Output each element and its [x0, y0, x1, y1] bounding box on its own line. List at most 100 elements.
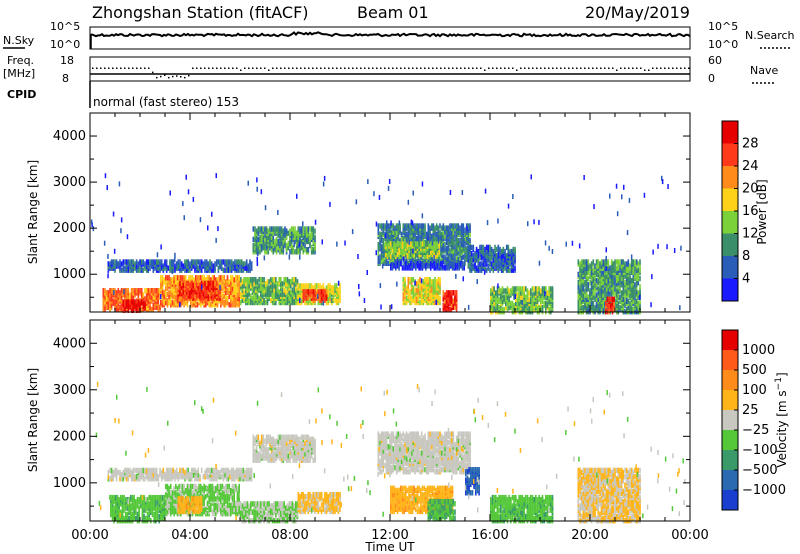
range-cell [405, 299, 408, 306]
range-cell [319, 283, 321, 289]
range-cell [513, 302, 515, 309]
range-cell [277, 226, 280, 232]
range-cell [221, 279, 224, 285]
range-cell [625, 296, 628, 302]
range-cell [442, 290, 445, 296]
range-cell [161, 275, 164, 281]
range-cell [469, 265, 471, 271]
range-cell [152, 288, 155, 294]
range-cell [605, 269, 608, 275]
range-cell [533, 300, 535, 307]
range-cell [550, 292, 552, 298]
range-cell [459, 252, 461, 258]
range-cell [274, 238, 276, 245]
range-cell [605, 259, 608, 265]
range-cell [548, 298, 550, 304]
range-cell [171, 277, 174, 283]
range-cell [379, 231, 381, 237]
range-cell [595, 267, 598, 273]
range-cell [442, 229, 445, 235]
range-cell [335, 289, 338, 295]
range-cell [265, 299, 267, 306]
freq-label: Freq. [7, 54, 34, 67]
sparse-cell [548, 245, 550, 251]
range-cell [541, 286, 544, 292]
range-cell [157, 288, 160, 294]
nave-point [396, 67, 398, 69]
range-cell [595, 271, 598, 278]
range-cell [248, 297, 250, 304]
range-cell [237, 267, 240, 273]
range-cell [445, 265, 447, 271]
range-cell [273, 283, 275, 289]
range-cell [230, 293, 232, 300]
sparse-cell [666, 244, 668, 250]
range-cell [520, 286, 522, 292]
range-cell [444, 292, 446, 298]
range-cell [508, 288, 510, 294]
range-cell [592, 290, 595, 296]
range-cell [579, 288, 581, 294]
range-cell [412, 285, 415, 291]
range-cell [217, 295, 220, 301]
range-cell [496, 286, 499, 292]
range-cell [579, 280, 581, 286]
range-cell [505, 253, 508, 259]
range-cell [213, 275, 215, 281]
range-cell [452, 298, 455, 304]
range-cell [595, 263, 598, 269]
range-cell [212, 280, 215, 287]
range-cell [634, 273, 636, 280]
range-cell [210, 277, 212, 283]
nave-point [472, 67, 474, 69]
range-cell [260, 289, 262, 295]
range-cell [224, 267, 226, 273]
range-cell [286, 291, 289, 297]
nave-point [656, 67, 658, 69]
nave-point [688, 67, 690, 69]
range-cell [464, 227, 466, 233]
range-cell [634, 288, 636, 294]
range-cell [171, 300, 174, 306]
sparse-cell [288, 254, 291, 260]
range-cell [222, 259, 225, 265]
range-cell [157, 302, 160, 308]
sparse-cell [322, 181, 325, 187]
range-cell [452, 223, 455, 229]
range-cell [294, 249, 296, 255]
range-cell [590, 265, 593, 271]
range-cell [217, 282, 220, 289]
range-cell [314, 283, 316, 289]
range-cell [166, 291, 169, 298]
nave-point [600, 67, 602, 69]
range-cell [482, 251, 485, 257]
range-cell [299, 245, 301, 251]
range-cell [459, 237, 461, 244]
range-cell [117, 288, 120, 294]
range-cell [504, 265, 506, 271]
sparse-cell [607, 290, 609, 296]
nave-point [292, 67, 294, 69]
range-cell [474, 251, 476, 257]
range-cell [278, 299, 280, 306]
range-cell [268, 291, 270, 297]
range-cell [437, 283, 440, 289]
nave-point [328, 67, 330, 69]
range-cell [577, 259, 580, 265]
range-cell [438, 263, 440, 269]
nave-point [160, 75, 162, 78]
range-cell [246, 277, 249, 283]
range-cell [233, 285, 235, 291]
sparse-cell [357, 254, 359, 259]
range-cell [140, 288, 143, 294]
range-cell [405, 285, 408, 291]
range-cell [154, 292, 156, 298]
range-cell [196, 275, 199, 281]
range-cell [634, 269, 636, 275]
range-cell [194, 280, 196, 287]
range-cell [319, 295, 321, 301]
range-cell [579, 275, 581, 282]
range-cell [622, 290, 625, 296]
range-cell [585, 284, 588, 290]
range-cell [592, 294, 595, 300]
